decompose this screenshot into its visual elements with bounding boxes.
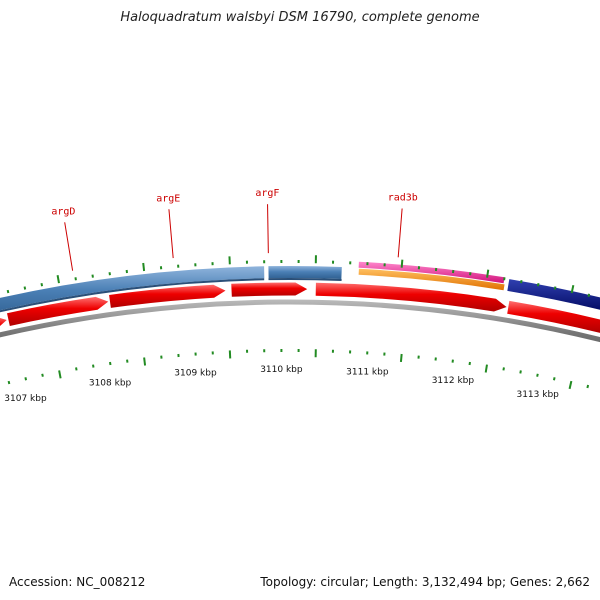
ticks-layer	[6, 255, 591, 390]
gene-arrow-red	[109, 284, 226, 308]
gene-label-rad3b: rad3b	[388, 193, 418, 204]
inner-tick	[519, 370, 522, 374]
outer-tick	[6, 289, 10, 294]
outer-tick	[142, 262, 146, 272]
outer-tick	[570, 284, 575, 294]
gene-label-argD: argD	[51, 206, 75, 217]
axis-tick-label: 3108 kbp	[89, 378, 132, 388]
inner-tick	[399, 353, 403, 363]
gene-label-pointer	[64, 222, 74, 271]
cds-blue-segment	[268, 266, 342, 279]
cds-blue-segment	[0, 266, 265, 311]
backbone-track	[0, 299, 600, 343]
cds-blue-shadow	[268, 278, 342, 282]
backbone-layer	[0, 299, 600, 343]
inner-tick	[7, 380, 11, 385]
gene-label-pointer	[397, 208, 403, 258]
inner-tick	[41, 373, 44, 377]
inner-tick	[75, 367, 78, 371]
axis-tick-label: 3111 kbp	[346, 367, 389, 377]
gene-arrow-red	[315, 282, 507, 312]
axis-tick-label: 3113 kbp	[516, 390, 559, 400]
page-title: Haloquadratum walsbyi DSM 16790, complet…	[120, 10, 480, 25]
outer-tick	[587, 293, 591, 297]
gene-arrow-red	[231, 282, 308, 297]
outer-tick	[40, 283, 44, 287]
inner-tick	[552, 377, 556, 381]
features-layer	[0, 261, 600, 333]
gene-label-pointer	[168, 209, 174, 259]
outer-tick	[23, 286, 27, 290]
outer-tick	[486, 269, 490, 278]
gene-label-argE: argE	[156, 193, 180, 204]
axis-tick-label: 3107 kbp	[4, 394, 47, 404]
outer-tick	[56, 275, 60, 284]
inner-tick	[24, 377, 28, 381]
gene-arrow-red	[507, 300, 600, 333]
accession-text: Accession: NC_008212	[9, 575, 146, 589]
labels-layer: 3107 kbp 3108 kbp 3109 kbp 3110 kbp 3111 kbp…	[4, 188, 559, 404]
outer-tick	[553, 286, 557, 290]
outer-tick	[400, 259, 404, 268]
inner-tick	[58, 370, 62, 379]
feature-magenta-segment	[358, 261, 505, 284]
gene-label-pointer	[267, 204, 269, 254]
axis-tick-label: 3109 kbp	[174, 369, 217, 379]
inner-tick	[143, 357, 147, 366]
inner-tick	[536, 373, 539, 377]
inner-tick	[502, 367, 505, 371]
genome-summary-text: Topology: circular; Length: 3,132,494 bp…	[260, 575, 590, 589]
feature-orange-segment	[358, 268, 505, 291]
inner-tick	[586, 384, 590, 389]
gene-label-argF: argF	[255, 188, 279, 199]
feature-navy-segment	[507, 279, 600, 310]
inner-tick	[484, 364, 488, 373]
gene-arrow-red	[0, 318, 7, 326]
outer-tick	[536, 283, 540, 287]
axis-tick-label: 3112 kbp	[432, 376, 475, 386]
inner-tick	[568, 380, 573, 390]
axis-tick-label: 3110 kbp	[260, 365, 303, 375]
outer-tick	[520, 279, 523, 284]
gene-arrow-red	[7, 296, 109, 326]
